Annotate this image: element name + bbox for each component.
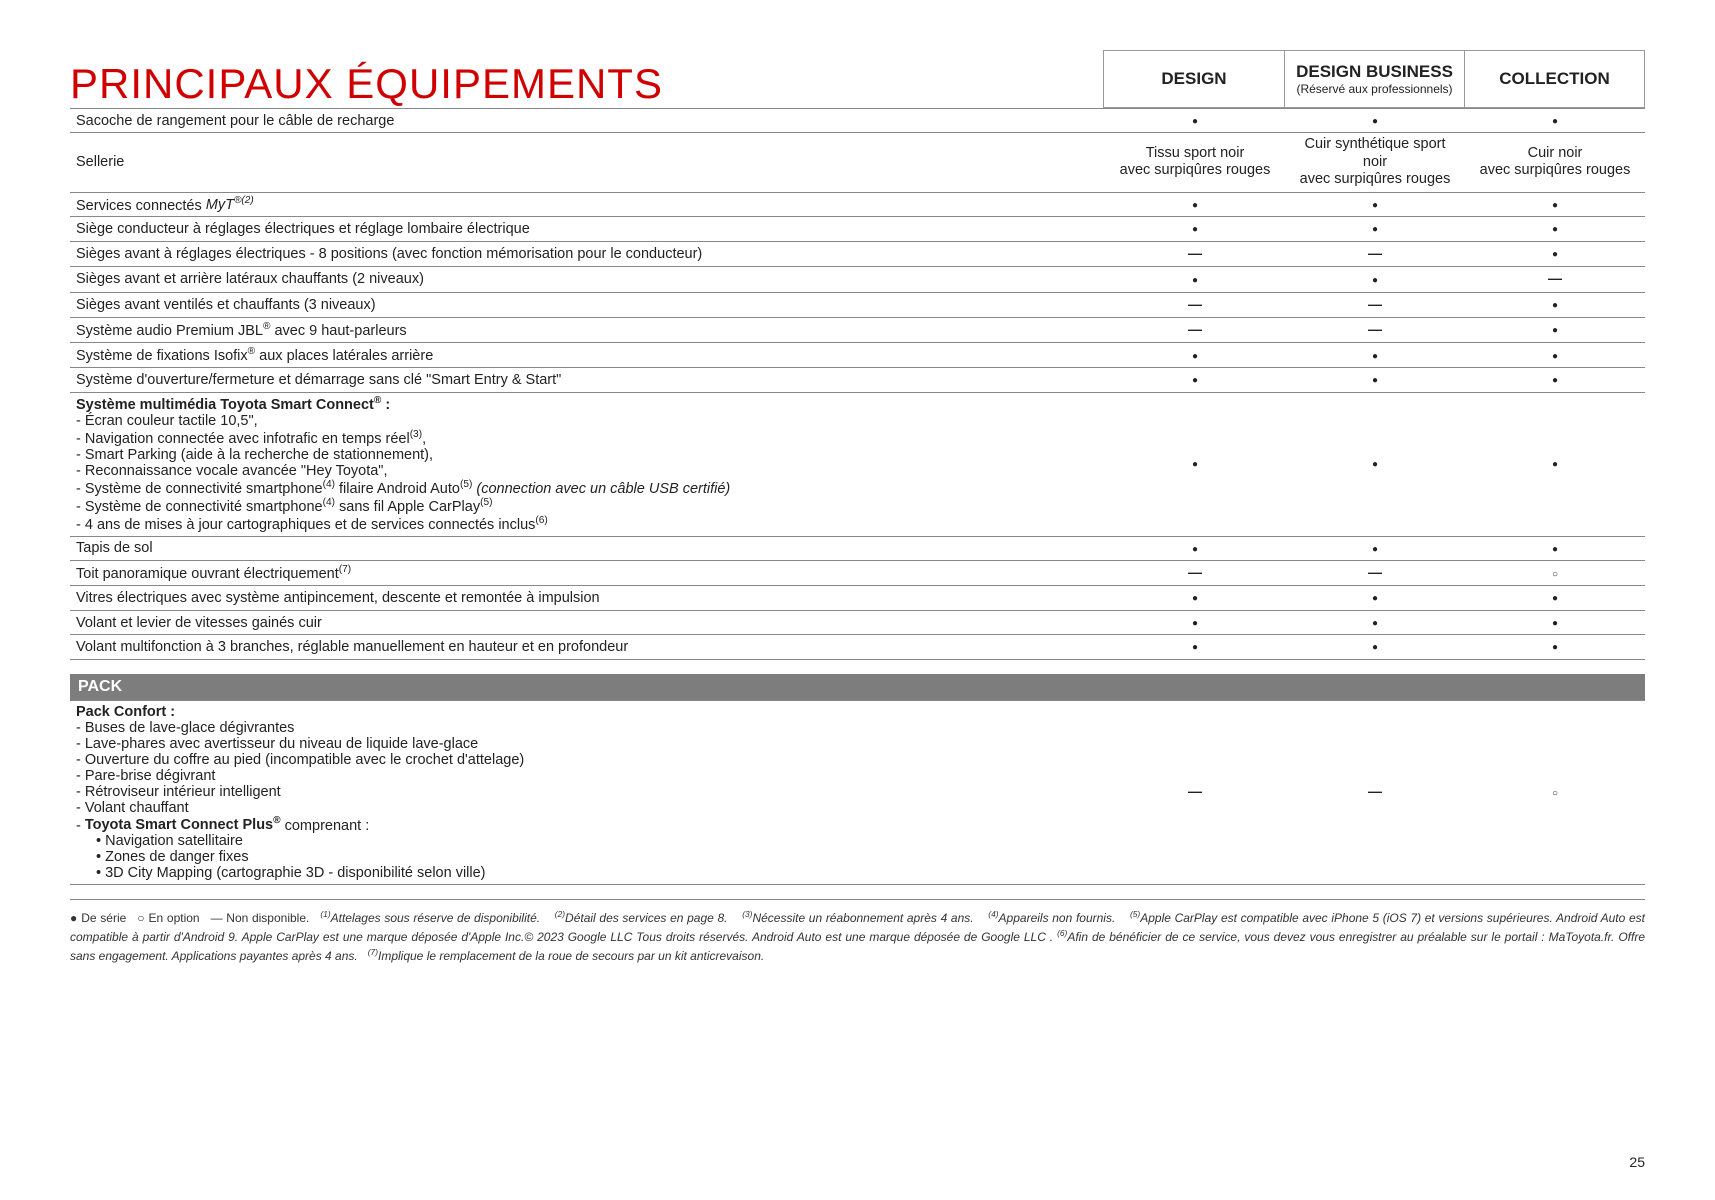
value-cell [1285, 368, 1465, 392]
trim-headers: DESIGN DESIGN BUSINESS(Réservé aux profes… [1103, 50, 1645, 108]
feature-cell: Tapis de sol [70, 536, 1105, 560]
legend: ● De série ○ En option — Non disponible.… [70, 899, 1645, 965]
value-cell [1465, 292, 1645, 317]
trim-name: COLLECTION [1499, 69, 1610, 89]
trim-name: DESIGN BUSINESS [1296, 62, 1453, 82]
value-cell [1465, 317, 1645, 342]
value-cell [1105, 610, 1285, 634]
feature-cell: Sellerie [70, 133, 1105, 192]
table-row: Services connectés MyT®(2) [70, 192, 1645, 217]
value-cell: Tissu sport noiravec surpiqûres rouges [1105, 133, 1285, 192]
table-row: Toit panoramique ouvrant électriquement(… [70, 561, 1645, 586]
table-row: Tapis de sol [70, 536, 1645, 560]
value-cell [1465, 635, 1645, 659]
value-cell [1465, 700, 1645, 885]
feature-cell: Volant multifonction à 3 branches, régla… [70, 635, 1105, 659]
trim-name: DESIGN [1161, 69, 1226, 89]
value-cell [1105, 292, 1285, 317]
feature-cell: Système de fixations Isofix® aux places … [70, 343, 1105, 368]
value-cell [1285, 392, 1465, 536]
value-cell [1465, 586, 1645, 610]
table-row: Sièges avant et arrière latéraux chauffa… [70, 267, 1645, 292]
value-cell [1465, 241, 1645, 266]
value-cell [1105, 343, 1285, 368]
value-cell [1105, 109, 1285, 133]
feature-cell: Toit panoramique ouvrant électriquement(… [70, 561, 1105, 586]
value-cell [1105, 700, 1285, 885]
value-cell [1285, 192, 1465, 217]
feature-cell: Vitres électriques avec système antipinc… [70, 586, 1105, 610]
value-cell [1105, 217, 1285, 241]
value-cell [1465, 561, 1645, 586]
value-cell [1285, 635, 1465, 659]
value-cell [1285, 217, 1465, 241]
table-row: Système multimédia Toyota Smart Connect®… [70, 392, 1645, 536]
feature-cell: Sièges avant et arrière latéraux chauffa… [70, 267, 1105, 292]
table-row: Sacoche de rangement pour le câble de re… [70, 109, 1645, 133]
trim-header-cell: DESIGN BUSINESS(Réservé aux professionne… [1284, 51, 1464, 107]
value-cell [1285, 561, 1465, 586]
table-row: Vitres électriques avec système antipinc… [70, 586, 1645, 610]
feature-cell: Sièges avant ventilés et chauffants (3 n… [70, 292, 1105, 317]
value-cell [1285, 343, 1465, 368]
value-cell [1105, 392, 1285, 536]
value-cell [1465, 192, 1645, 217]
feature-cell: Siège conducteur à réglages électriques … [70, 217, 1105, 241]
value-cell [1465, 217, 1645, 241]
feature-cell: Sièges avant à réglages électriques - 8 … [70, 241, 1105, 266]
trim-subtitle: (Réservé aux professionnels) [1296, 82, 1452, 96]
table-row: Sièges avant à réglages électriques - 8 … [70, 241, 1645, 266]
trim-header-cell: DESIGN [1104, 51, 1284, 107]
value-cell [1105, 192, 1285, 217]
feature-cell: Système d'ouverture/fermeture et démarra… [70, 368, 1105, 392]
table-row: SellerieTissu sport noiravec surpiqûres … [70, 133, 1645, 192]
value-cell [1465, 368, 1645, 392]
value-cell [1285, 241, 1465, 266]
trim-header-cell: COLLECTION [1464, 51, 1644, 107]
value-cell [1105, 368, 1285, 392]
value-cell [1105, 586, 1285, 610]
value-cell [1465, 267, 1645, 292]
table-row: Siège conducteur à réglages électriques … [70, 217, 1645, 241]
table-row: Système audio Premium JBL® avec 9 haut-p… [70, 317, 1645, 342]
section-pack: PACK [70, 674, 1645, 700]
value-cell [1465, 109, 1645, 133]
feature-cell: Sacoche de rangement pour le câble de re… [70, 109, 1105, 133]
table-row: Sièges avant ventilés et chauffants (3 n… [70, 292, 1645, 317]
page-number: 25 [1629, 1154, 1645, 1170]
value-cell [1465, 392, 1645, 536]
value-cell [1285, 317, 1465, 342]
value-cell [1465, 536, 1645, 560]
value-cell [1285, 109, 1465, 133]
value-cell [1285, 700, 1465, 885]
table-row: Système d'ouverture/fermeture et démarra… [70, 368, 1645, 392]
value-cell [1105, 317, 1285, 342]
table-row: Volant et levier de vitesses gainés cuir [70, 610, 1645, 634]
equipment-table: Sacoche de rangement pour le câble de re… [70, 108, 1645, 660]
table-row: Pack Confort :- Buses de lave-glace dégi… [70, 700, 1645, 885]
feature-cell: Services connectés MyT®(2) [70, 192, 1105, 217]
value-cell [1285, 536, 1465, 560]
feature-cell: Volant et levier de vitesses gainés cuir [70, 610, 1105, 634]
feature-cell: Système audio Premium JBL® avec 9 haut-p… [70, 317, 1105, 342]
value-cell [1285, 610, 1465, 634]
pack-table: Pack Confort :- Buses de lave-glace dégi… [70, 700, 1645, 886]
value-cell [1285, 586, 1465, 610]
feature-cell: Système multimédia Toyota Smart Connect®… [70, 392, 1105, 536]
value-cell [1465, 610, 1645, 634]
value-cell [1105, 561, 1285, 586]
value-cell [1465, 343, 1645, 368]
feature-cell: Pack Confort :- Buses de lave-glace dégi… [70, 700, 1105, 885]
value-cell: Cuir noiravec surpiqûres rouges [1465, 133, 1645, 192]
value-cell [1105, 267, 1285, 292]
value-cell: Cuir synthétique sport noiravec surpiqûr… [1285, 133, 1465, 192]
value-cell [1105, 536, 1285, 560]
value-cell [1105, 241, 1285, 266]
value-cell [1285, 267, 1465, 292]
value-cell [1105, 635, 1285, 659]
page-title: PRINCIPAUX ÉQUIPEMENTS [70, 50, 1103, 108]
table-row: Volant multifonction à 3 branches, régla… [70, 635, 1645, 659]
value-cell [1285, 292, 1465, 317]
table-row: Système de fixations Isofix® aux places … [70, 343, 1645, 368]
